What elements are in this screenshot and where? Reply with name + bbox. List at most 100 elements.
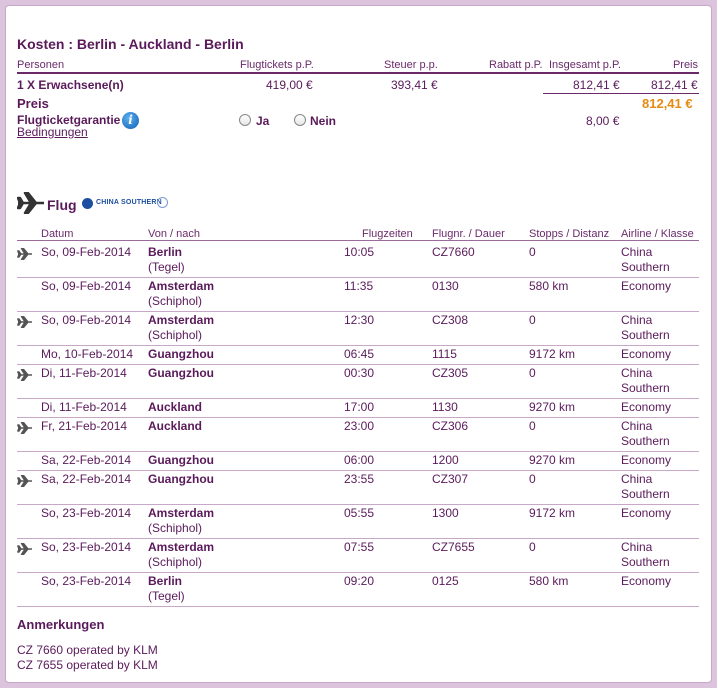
plane-icon bbox=[17, 542, 33, 560]
row-stops: 0 bbox=[529, 366, 536, 380]
row-flight-number: 1300 bbox=[432, 506, 459, 520]
costs-title: Kosten : Berlin - Auckland - Berlin bbox=[17, 36, 244, 52]
row-flight-number: CZ308 bbox=[432, 313, 469, 327]
header-total-pp: Insgesamt p.P. bbox=[549, 59, 621, 71]
row-airport: (Tegel) bbox=[148, 589, 185, 603]
row-divider bbox=[17, 311, 699, 312]
row-time: 23:55 bbox=[344, 472, 375, 486]
row-date: So, 09-Feb-2014 bbox=[41, 279, 132, 293]
info-icon[interactable]: i bbox=[122, 112, 139, 129]
row-flight-number: 1130 bbox=[432, 400, 458, 414]
row-airline: Economy bbox=[621, 400, 672, 414]
row-airline: Economy bbox=[621, 347, 672, 361]
flight-plane-icon bbox=[17, 192, 44, 214]
guarantee-no-label[interactable]: Nein bbox=[310, 114, 337, 128]
row-airline-line2: Southern bbox=[621, 555, 670, 569]
row-airline-line2: Southern bbox=[621, 434, 670, 448]
row-airport: (Schiphol) bbox=[148, 555, 203, 569]
row-time: 23:00 bbox=[344, 419, 375, 433]
row-stops: 0 bbox=[529, 313, 536, 327]
row-divider bbox=[17, 572, 699, 573]
row-city: Amsterdam bbox=[148, 313, 215, 327]
row-airline: China bbox=[621, 245, 653, 259]
header-price: Preis bbox=[672, 59, 698, 71]
row-divider bbox=[17, 538, 699, 539]
row-city: Berlin bbox=[148, 245, 183, 259]
row-date: Sa, 22-Feb-2014 bbox=[41, 472, 132, 486]
row-city: Auckland bbox=[148, 419, 203, 433]
row-flight-number: CZ307 bbox=[432, 472, 469, 486]
total-pp-value: 812,41 € bbox=[573, 78, 620, 92]
header-discount: Rabatt p.P. bbox=[489, 59, 543, 71]
costs-header-divider bbox=[17, 72, 699, 74]
row-date: So, 23-Feb-2014 bbox=[41, 506, 132, 520]
guarantee-yes-radio[interactable] bbox=[239, 114, 251, 126]
note-line: CZ 7655 operated by KLM bbox=[17, 658, 158, 672]
row-airline-line2: Southern bbox=[621, 487, 670, 501]
col-times: Flugzeiten bbox=[362, 228, 413, 240]
skyteam-icon bbox=[157, 197, 168, 208]
row-date: So, 09-Feb-2014 bbox=[41, 313, 132, 327]
row-city: Guangzhou bbox=[148, 366, 214, 380]
row-date: So, 09-Feb-2014 bbox=[41, 245, 132, 259]
plane-icon bbox=[17, 368, 33, 386]
col-date: Datum bbox=[41, 228, 74, 240]
row-flight-number: 1200 bbox=[432, 453, 459, 467]
plane-icon bbox=[17, 421, 33, 439]
plane-icon bbox=[17, 474, 33, 492]
china-southern-logo-icon bbox=[82, 198, 93, 209]
row-divider bbox=[17, 398, 699, 399]
row-airline: China bbox=[621, 472, 653, 486]
conditions-link[interactable]: Bedingungen bbox=[17, 125, 88, 139]
price-value: 812,41 € bbox=[651, 78, 698, 92]
row-city: Amsterdam bbox=[148, 506, 215, 520]
row-time: 12:30 bbox=[344, 313, 375, 327]
row-stops: 0 bbox=[529, 540, 536, 554]
row-divider bbox=[17, 504, 699, 505]
tickets-value: 419,00 € bbox=[266, 78, 313, 92]
row-flight-number: 0130 bbox=[432, 279, 459, 293]
row-date: Di, 11-Feb-2014 bbox=[41, 366, 127, 380]
row-airport: (Schiphol) bbox=[148, 328, 203, 342]
row-time: 06:45 bbox=[344, 347, 375, 361]
col-from-to: Von / nach bbox=[148, 228, 200, 240]
row-airline: China bbox=[621, 419, 653, 433]
row-stops: 580 km bbox=[529, 574, 569, 588]
airline-logo-text: CHINA SOUTHERN bbox=[96, 199, 162, 206]
row-stops: 0 bbox=[529, 472, 536, 486]
row-date: So, 23-Feb-2014 bbox=[41, 574, 132, 588]
row-flight-number: CZ7660 bbox=[432, 245, 475, 259]
guarantee-label: Flugticketgarantie bbox=[17, 113, 121, 127]
row-time: 06:00 bbox=[344, 453, 375, 467]
row-divider bbox=[17, 364, 699, 365]
guarantee-no-radio[interactable] bbox=[294, 114, 306, 126]
row-time: 10:05 bbox=[344, 245, 375, 259]
row-divider bbox=[17, 606, 699, 607]
row-divider bbox=[17, 417, 699, 418]
row-airport: (Tegel) bbox=[148, 260, 185, 274]
row-divider bbox=[17, 277, 699, 278]
row-time: 07:55 bbox=[344, 540, 375, 554]
col-stops: Stopps / Distanz bbox=[529, 228, 610, 240]
row-date: Di, 11-Feb-2014 bbox=[41, 400, 127, 414]
row-divider bbox=[17, 345, 699, 346]
row-city: Auckland bbox=[148, 400, 203, 414]
row-flight-number: 0125 bbox=[432, 574, 459, 588]
row-stops: 0 bbox=[529, 419, 536, 433]
row-time: 17:00 bbox=[344, 400, 375, 414]
col-airline: Airline / Klasse bbox=[621, 228, 694, 240]
notes-title: Anmerkungen bbox=[17, 617, 105, 632]
row-airline: China bbox=[621, 313, 653, 327]
row-stops: 9270 km bbox=[529, 453, 576, 467]
price-label: Preis bbox=[17, 96, 49, 111]
guarantee-yes-label[interactable]: Ja bbox=[256, 114, 270, 128]
row-airline: Economy bbox=[621, 574, 672, 588]
row-date: Sa, 22-Feb-2014 bbox=[41, 453, 132, 467]
row-airport: (Schiphol) bbox=[148, 294, 203, 308]
plane-icon bbox=[17, 315, 33, 333]
row-airport: (Schiphol) bbox=[148, 521, 203, 535]
row-city: Berlin bbox=[148, 574, 183, 588]
row-date: So, 23-Feb-2014 bbox=[41, 540, 132, 554]
row-airline-line2: Southern bbox=[621, 328, 670, 342]
persons-value: 1 X Erwachsene(n) bbox=[17, 78, 124, 92]
